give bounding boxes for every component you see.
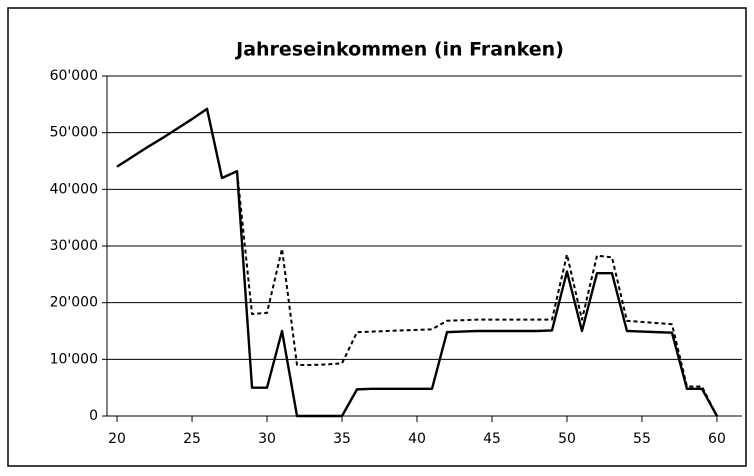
y-tick-label: 50'000 [50,125,98,141]
x-tick-label: 30 [258,431,276,447]
chart-title: Jahreseinkommen (in Franken) [234,39,564,61]
y-tick-label: 30'000 [50,238,98,254]
y-tick-label: 40'000 [50,181,98,197]
x-tick-label: 20 [108,431,126,447]
x-tick-label: 40 [408,431,426,447]
x-tick-label: 35 [333,431,351,447]
x-tick-label: 60 [708,431,726,447]
y-tick-label: 10'000 [50,351,98,367]
x-tick-label: 55 [633,431,651,447]
y-tick-label: 0 [89,408,98,424]
series-line [116,107,718,417]
x-tick-label: 50 [558,431,576,447]
y-tick-label: 60'000 [50,68,98,84]
x-tick-label: 45 [483,431,501,447]
chart-frame [7,7,747,467]
y-tick-label: 20'000 [50,295,98,311]
x-tick-label: 25 [183,431,201,447]
